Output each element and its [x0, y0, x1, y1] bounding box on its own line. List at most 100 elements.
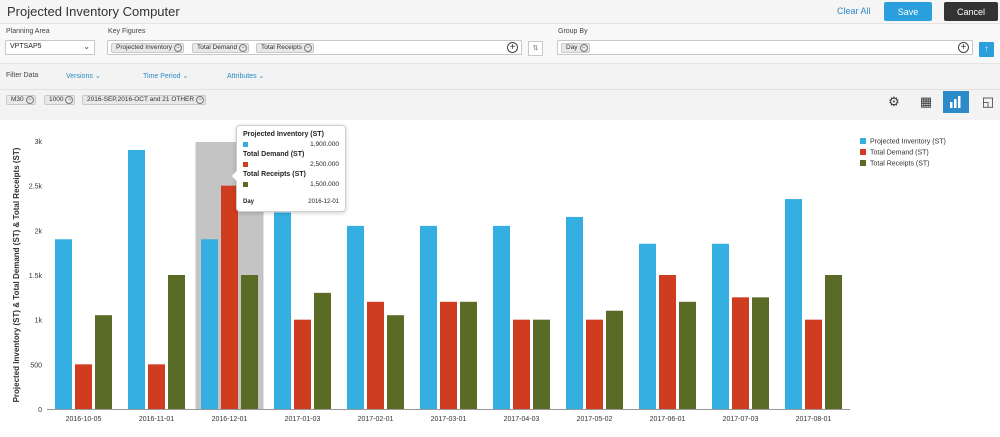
versions-dropdown[interactable]: Versions ⌄: [66, 73, 101, 80]
key-figure-token[interactable]: Total Demand −: [192, 43, 250, 53]
bar: [712, 243, 729, 409]
bar: [168, 275, 185, 409]
remove-icon[interactable]: −: [174, 44, 183, 52]
bar: [659, 275, 676, 409]
remove-icon[interactable]: −: [303, 44, 312, 52]
collapse-up-button[interactable]: ↑: [979, 42, 994, 57]
bar: [367, 301, 384, 409]
tooltip-value: 1,500.000: [310, 181, 339, 188]
x-tick-label: 2016-12-01: [212, 416, 248, 423]
filter-token[interactable]: M30−: [6, 95, 36, 105]
chart-tooltip: Projected Inventory (ST) 1,900.000 Total…: [231, 125, 346, 212]
group-by-label: Group By: [558, 28, 588, 35]
x-tick-label: 2016-10-05: [66, 416, 102, 423]
bar: [533, 319, 550, 409]
active-filters-bar: M30− 1000− 2016-SEP,2016-OCT and 21 OTHE…: [0, 90, 1000, 120]
bar: [55, 239, 72, 409]
remove-icon[interactable]: −: [25, 96, 34, 104]
bar: [294, 319, 311, 409]
bar: [679, 301, 696, 409]
key-figure-token[interactable]: Projected Inventory −: [111, 43, 185, 53]
bar: [606, 310, 623, 409]
filter-token[interactable]: 2016-SEP,2016-OCT and 21 OTHER −: [82, 95, 207, 105]
bar: [785, 199, 802, 409]
bar: [586, 319, 603, 409]
settings-gear-icon[interactable]: ⚙: [888, 94, 900, 109]
bar: [314, 292, 331, 409]
bar: [128, 149, 145, 409]
add-key-figure-icon[interactable]: +: [507, 42, 518, 53]
bar: [460, 301, 477, 409]
bar: [566, 216, 583, 409]
remove-icon[interactable]: −: [239, 44, 248, 52]
x-tick-label: 2017-08-01: [796, 416, 832, 423]
y-tick-label: 0: [38, 407, 42, 414]
remove-icon[interactable]: −: [196, 96, 205, 104]
table-view-icon[interactable]: ▦: [919, 94, 933, 109]
bar: [440, 301, 457, 409]
legend-swatch: [860, 160, 866, 166]
remove-icon[interactable]: −: [65, 96, 74, 104]
tooltip-day-label: Day: [243, 199, 255, 205]
tooltip-swatch: [243, 162, 248, 167]
bar: [752, 297, 769, 409]
tooltip-series-name: Projected Inventory (ST): [243, 131, 324, 138]
sort-icon[interactable]: ⇅: [528, 41, 543, 56]
chevron-down-icon: ⌄: [258, 73, 265, 80]
tooltip-swatch: [243, 142, 248, 147]
x-tick-label: 2017-06-01: [650, 416, 686, 423]
cancel-button[interactable]: Cancel: [944, 2, 998, 21]
bar: [420, 225, 437, 409]
planning-area-select[interactable]: VPTSAP5 ⌄: [5, 40, 95, 55]
y-tick-label: 1.5k: [29, 273, 43, 280]
key-figures-input[interactable]: Projected Inventory − Total Demand − Total…: [107, 40, 522, 55]
group-by-input[interactable]: Day − +: [557, 40, 973, 55]
bar: [148, 364, 165, 409]
y-tick-label: 2k: [35, 228, 43, 235]
x-tick-label: 2017-04-03: [504, 416, 540, 423]
y-tick-label: 3k: [35, 139, 43, 146]
x-tick-label: 2017-07-03: [723, 416, 759, 423]
bar: [825, 275, 842, 409]
legend-item[interactable]: Projected Inventory (ST): [860, 138, 946, 146]
bar: [274, 212, 291, 409]
legend-item[interactable]: Total Demand (ST): [860, 149, 929, 157]
bar-chart: 0 500 1k 1.5k 2k 2.5k 3k 2016-10-05 2016-11-01 20…: [12, 139, 850, 423]
planning-area-label: Planning Area: [6, 28, 50, 35]
bar: [201, 239, 218, 409]
tooltip-value: 1,900.000: [310, 141, 339, 148]
remove-icon[interactable]: −: [579, 44, 588, 52]
x-tick-label: 2017-03-01: [431, 416, 467, 423]
bar: [639, 243, 656, 409]
fullscreen-icon[interactable]: ◱: [981, 94, 995, 109]
legend-item[interactable]: Total Receipts (ST): [860, 160, 930, 168]
legend-swatch: [860, 149, 866, 155]
app-title: Projected Inventory Computer: [7, 4, 180, 19]
tooltip-value: 2,500.000: [310, 161, 339, 168]
filter-token[interactable]: 1000−: [44, 95, 76, 105]
bar-chart-icon: [950, 96, 961, 108]
y-tick-label: 1k: [35, 318, 43, 325]
top-bar: Projected Inventory Computer Clear All S…: [0, 0, 1000, 24]
chart-area: 0 500 1k 1.5k 2k 2.5k 3k 2016-10-05 2016-11-01 20…: [0, 121, 1000, 432]
filter-data-bar: Filter Data Versions ⌄ Time Period ⌄ Att…: [0, 64, 1000, 90]
save-button[interactable]: Save: [884, 2, 932, 21]
bar: [493, 225, 510, 409]
clear-all-link[interactable]: Clear All: [837, 6, 871, 16]
x-tick-label: 2016-11-01: [139, 416, 174, 423]
add-group-by-icon[interactable]: +: [958, 42, 969, 53]
time-period-dropdown[interactable]: Time Period ⌄: [143, 73, 189, 80]
key-figure-token[interactable]: Total Receipts −: [256, 43, 314, 53]
x-tick-label: 2017-05-02: [577, 416, 613, 423]
bar: [75, 364, 92, 409]
tooltip-day-value: 2016-12-01: [308, 199, 339, 205]
y-axis-label: Projected Inventory (ST) & Total Demand …: [12, 147, 21, 402]
chevron-down-icon: ⌄: [182, 73, 189, 80]
bar: [221, 185, 238, 409]
bar: [732, 297, 749, 409]
group-by-token[interactable]: Day −: [561, 43, 590, 53]
attributes-dropdown[interactable]: Attributes ⌄: [227, 73, 265, 80]
selection-panel: Planning Area VPTSAP5 ⌄ Key Figures Proj…: [0, 24, 1000, 64]
y-tick-label: 500: [30, 362, 42, 369]
chart-view-icon[interactable]: [943, 91, 969, 113]
